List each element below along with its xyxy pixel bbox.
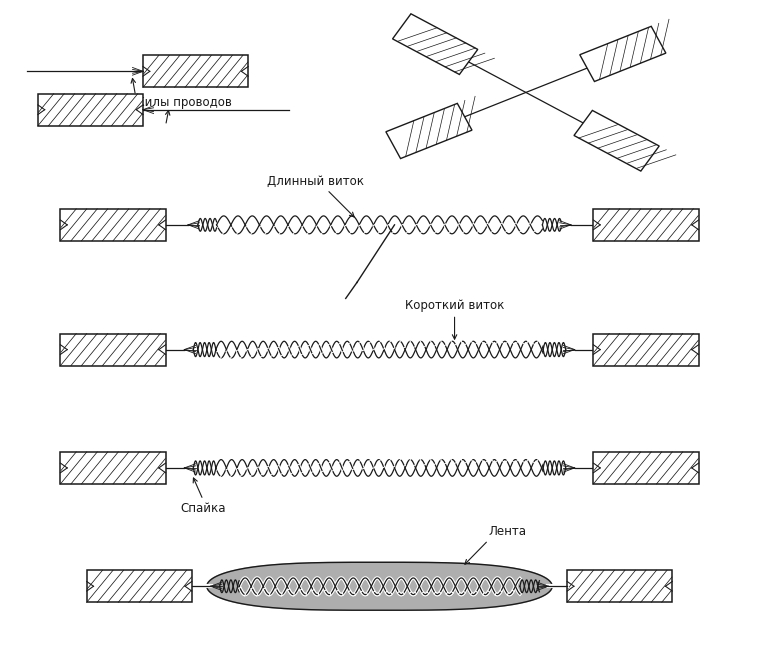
Bar bbox=[386, 104, 472, 159]
Bar bbox=[580, 27, 666, 82]
Bar bbox=[87, 570, 192, 602]
Bar bbox=[392, 14, 477, 75]
Text: Короткий виток: Короткий виток bbox=[405, 299, 504, 312]
Bar bbox=[580, 27, 666, 82]
Polygon shape bbox=[207, 562, 552, 610]
Bar bbox=[61, 452, 165, 484]
Bar bbox=[594, 334, 698, 365]
Bar bbox=[61, 209, 165, 241]
Bar bbox=[143, 55, 248, 87]
Text: Спайка: Спайка bbox=[181, 502, 226, 515]
Bar bbox=[594, 209, 698, 241]
Bar bbox=[61, 452, 165, 484]
Bar bbox=[143, 55, 248, 87]
Text: Лента: Лента bbox=[488, 526, 526, 538]
Bar bbox=[567, 570, 672, 602]
Bar bbox=[392, 14, 477, 75]
Bar bbox=[567, 570, 672, 602]
Bar bbox=[594, 452, 698, 484]
Bar bbox=[38, 94, 143, 126]
Bar bbox=[61, 334, 165, 365]
Bar bbox=[87, 570, 192, 602]
Bar bbox=[61, 209, 165, 241]
Bar bbox=[594, 209, 698, 241]
Bar bbox=[594, 452, 698, 484]
Bar bbox=[574, 110, 660, 171]
Text: Жилы проводов: Жилы проводов bbox=[132, 96, 231, 109]
Bar bbox=[574, 110, 660, 171]
Bar bbox=[594, 334, 698, 365]
Bar bbox=[386, 104, 472, 159]
Bar bbox=[61, 334, 165, 365]
Bar bbox=[38, 94, 143, 126]
Text: Длинный виток: Длинный виток bbox=[267, 176, 364, 189]
